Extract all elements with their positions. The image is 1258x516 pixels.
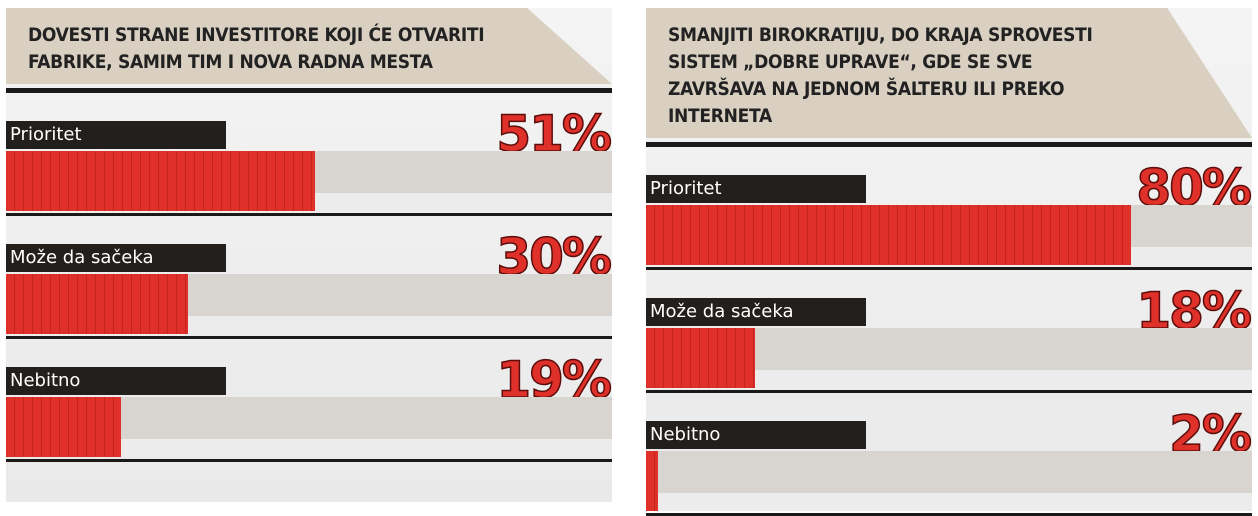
bar (6, 274, 188, 334)
chart-panel: SMANJITI BIROKRATIJU, DO KRAJA SPROVESTI… (646, 8, 1253, 516)
chart-panel: DOVESTI STRANE INVESTITORE KOJI ĆE OTVAR… (6, 8, 613, 502)
bar-row: Prioritet 80% (646, 158, 1253, 270)
bar-track (646, 328, 1252, 388)
category-label: Može da sačeka (6, 244, 226, 272)
separator (646, 390, 1252, 393)
header-rule (6, 88, 612, 93)
bar-row: Može da sačeka 18% (646, 281, 1253, 393)
bar-track (6, 151, 612, 211)
category-label: Prioritet (6, 121, 226, 149)
bar-track (6, 397, 612, 457)
bar-track (646, 205, 1252, 265)
chart-title: SMANJITI BIROKRATIJU, DO KRAJA SPROVESTI… (646, 8, 1252, 138)
category-label: Nebitno (646, 421, 866, 449)
bar-row: Nebitno 19% (6, 350, 613, 462)
category-label: Može da sačeka (646, 298, 866, 326)
bar-row: Prioritet 51% (6, 104, 613, 216)
bar (646, 205, 1131, 265)
separator (646, 267, 1252, 270)
separator (6, 213, 612, 216)
category-label: Prioritet (646, 175, 866, 203)
bar-row: Može da sačeka 30% (6, 227, 613, 339)
separator (6, 336, 612, 339)
header-rule (646, 142, 1252, 147)
bar-track (646, 451, 1252, 511)
bar-track (6, 274, 612, 334)
bar (646, 451, 659, 511)
chart-title: DOVESTI STRANE INVESTITORE KOJI ĆE OTVAR… (6, 8, 612, 84)
bar (6, 397, 122, 457)
category-label: Nebitno (6, 367, 226, 395)
bar-row: Nebitno 2% (646, 404, 1253, 516)
bar (646, 328, 756, 388)
separator (6, 459, 612, 462)
bar (6, 151, 316, 211)
